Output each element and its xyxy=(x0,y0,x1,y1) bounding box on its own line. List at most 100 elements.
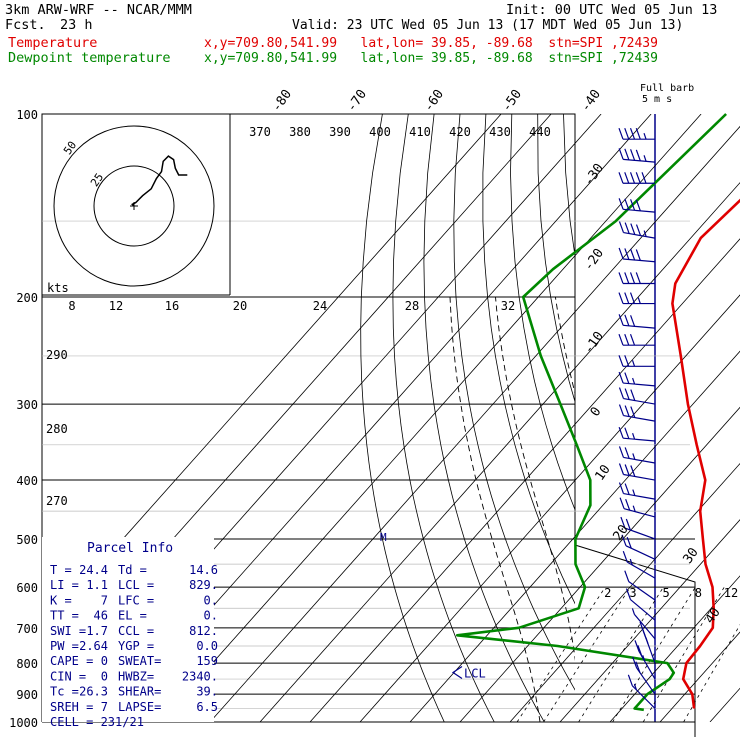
wind-barb-flag xyxy=(630,149,636,161)
wind-barb-flag xyxy=(624,447,630,459)
temperature-tick-label: -30 xyxy=(581,161,607,189)
wind-barb-flag xyxy=(630,465,636,477)
hodograph-scale-label: 24 xyxy=(313,299,327,313)
wind-barb-flag xyxy=(618,272,624,284)
wind-barb-flag xyxy=(635,149,641,162)
wind-barb xyxy=(618,272,655,285)
wind-barb-flag xyxy=(624,127,630,140)
wind-barb-flag xyxy=(630,223,636,235)
wind-barb-flag xyxy=(624,314,630,327)
wind-barb-flag xyxy=(624,570,630,582)
temperature-tick-label: 20 xyxy=(610,522,631,543)
mixing-ratio-line xyxy=(516,586,606,722)
temperature-tick-label: -60 xyxy=(421,87,447,115)
wind-barb-flag xyxy=(618,482,625,494)
parcel-field-value: 812. xyxy=(189,624,218,638)
wind-barb-half-flag xyxy=(642,655,646,662)
parcel-field-value: 0. xyxy=(204,593,218,607)
moist-adiabat-line xyxy=(639,297,682,722)
model-title: 3km ARW-WRF -- NCAR/MMM xyxy=(5,2,192,18)
parcel-field-value: 0.0 xyxy=(196,639,218,653)
parcel-field-name: K = xyxy=(50,593,72,607)
parcel-field-name: Tc = xyxy=(50,685,79,699)
hodograph-scale-label: 20 xyxy=(233,299,247,313)
wind-barb-flag xyxy=(618,127,624,140)
theta-label: 380 xyxy=(289,125,311,139)
wind-barb-flag xyxy=(635,272,641,284)
wind-barb-half-flag xyxy=(631,360,636,367)
wind-barb-half-flag xyxy=(643,132,647,140)
pressure-tick-label: 600 xyxy=(16,581,38,595)
wind-barb-flag xyxy=(624,388,630,400)
mixing-ratio-line xyxy=(642,586,725,722)
isotherm-line xyxy=(459,406,740,722)
parcel-field-value: 0 xyxy=(101,669,108,683)
dry-adiabat-group xyxy=(360,114,575,722)
wind-barb-flag xyxy=(624,222,630,234)
temperature-tick-label: -40 xyxy=(578,87,604,115)
wind-barb-flag xyxy=(629,292,636,304)
wind-barb-flag xyxy=(621,534,627,546)
dry-adiabat-line xyxy=(360,114,445,722)
wind-barb-flag xyxy=(622,550,628,563)
wind-barb xyxy=(618,463,656,481)
dewpoint-station-info: x,y=709.80,541.99 lat,lon= 39.85, -89.68… xyxy=(204,51,658,66)
wind-barb-flag xyxy=(618,387,625,399)
parcel-field-name: CCL = xyxy=(118,624,154,638)
wind-barb-flag xyxy=(618,463,625,475)
wind-barb xyxy=(618,482,656,500)
wind-barb xyxy=(631,608,656,640)
wind-barb xyxy=(618,446,656,464)
isotherm-line xyxy=(559,519,740,722)
hodograph-units-label: kts xyxy=(47,281,69,295)
wind-barb-shaft xyxy=(623,382,656,387)
wind-barb-flag xyxy=(618,292,624,304)
theta-label: 390 xyxy=(329,125,351,139)
theta-label: 430 xyxy=(489,125,511,139)
wind-barb-flag xyxy=(630,199,636,211)
hodograph-scale-label: 28 xyxy=(405,299,419,313)
wind-barb-flag xyxy=(637,645,643,657)
parcel-field-name: PW = xyxy=(50,639,79,653)
wind-barb-shaft xyxy=(626,561,656,579)
dry-adiabat-line xyxy=(537,114,575,404)
isotherm-line xyxy=(259,182,740,722)
wind-barb xyxy=(618,333,655,346)
parcel-field-name: SHEAR= xyxy=(118,685,161,699)
parcel-field-value: 7 xyxy=(101,593,108,607)
wind-barb-half-flag xyxy=(637,297,641,304)
wind-barb xyxy=(618,148,656,163)
wind-barb-shaft xyxy=(630,599,656,621)
wind-barb xyxy=(619,497,656,518)
wind-barb-half-flag xyxy=(631,608,635,615)
dry-adiabat-line xyxy=(510,114,575,511)
wind-barb-flag xyxy=(624,427,630,439)
moist-adiabat-line xyxy=(495,296,575,662)
wind-barb-flag xyxy=(618,198,624,210)
theta-label: 410 xyxy=(409,125,431,139)
parcel-field-name: CAPE = xyxy=(50,654,93,668)
wind-barb-flag xyxy=(630,406,636,418)
moist-marker: M xyxy=(380,531,387,544)
dry-adiabat-line xyxy=(392,114,495,722)
wind-barb-flag xyxy=(635,661,641,673)
moist-adiabat-group xyxy=(449,296,682,722)
hodograph-scale-label: 32 xyxy=(501,299,515,313)
wind-barb-flag xyxy=(618,172,624,184)
wind-barb-flag xyxy=(618,333,624,346)
parcel-field-name: SREH = xyxy=(50,700,93,714)
pressure-tick-label: 900 xyxy=(16,688,38,702)
wind-barb-flag xyxy=(624,172,630,184)
temperature-tick-label: -70 xyxy=(344,87,370,115)
parcel-field-name: YGP = xyxy=(118,639,154,653)
wind-barb xyxy=(618,247,656,263)
parcel-field-value: 7 xyxy=(101,700,108,714)
pressure-tick-label: 1000 xyxy=(9,716,38,730)
wind-barb-flag xyxy=(624,292,630,304)
wind-barb-flag xyxy=(626,537,632,549)
wind-barb xyxy=(624,570,656,601)
wind-barb-flag xyxy=(635,172,641,184)
wind-barb-shaft xyxy=(623,456,656,464)
wind-barb xyxy=(634,640,656,680)
wind-barb-shaft xyxy=(623,258,656,263)
